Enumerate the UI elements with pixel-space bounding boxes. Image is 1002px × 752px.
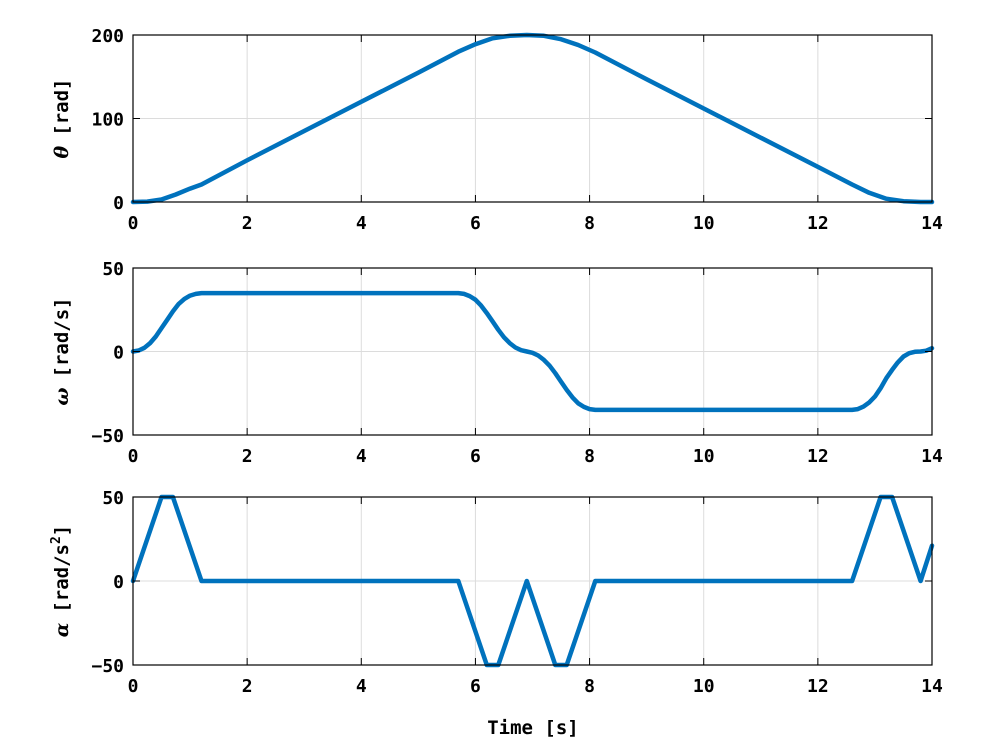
alpha-y-symbol: α xyxy=(51,622,73,637)
omega-y-unit: [rad/s] xyxy=(51,297,73,377)
alpha-ytick-label-1: 0 xyxy=(113,572,124,593)
theta-xtick-label-4: 8 xyxy=(584,213,595,234)
omega-ytick-label-2: 50 xyxy=(102,259,124,280)
omega-xtick-label-1: 2 xyxy=(242,446,253,467)
alpha-xtick-label-6: 12 xyxy=(807,676,829,697)
alpha-y-unit-sup: 2 xyxy=(49,536,64,544)
omega-xtick-label-5: 10 xyxy=(693,446,715,467)
alpha-y-unit: [rad/s xyxy=(51,544,73,613)
theta-xtick-label-6: 12 xyxy=(807,213,829,234)
alpha-xtick-label-3: 6 xyxy=(470,676,481,697)
alpha-ytick-label-2: 50 xyxy=(102,488,124,509)
theta-y-unit: [rad] xyxy=(51,79,73,136)
omega-y-axis-label: ω [rad/s] xyxy=(51,297,73,405)
omega-xtick-label-2: 4 xyxy=(356,446,367,467)
omega-xtick-label-4: 8 xyxy=(584,446,595,467)
theta-y-axis-label: θ [rad] xyxy=(51,79,73,159)
theta-ytick-label-1: 100 xyxy=(91,110,124,131)
theta-xtick-label-2: 4 xyxy=(356,213,367,234)
alpha-xtick-label-1: 2 xyxy=(242,676,253,697)
theta-panel: 0 2 4 6 8 10 12 14 0 100 200 θ [rad] xyxy=(51,26,943,234)
alpha-xtick-label-5: 10 xyxy=(693,676,715,697)
omega-ytick-label-1: 0 xyxy=(113,343,124,364)
theta-ytick-label-0: 0 xyxy=(113,193,124,214)
omega-series-line xyxy=(130,290,935,413)
alpha-ytick-label-0: −50 xyxy=(91,656,124,677)
theta-xtick-label-7: 14 xyxy=(921,213,943,234)
theta-xtick-label-3: 6 xyxy=(470,213,481,234)
alpha-xtick-label-7: 14 xyxy=(921,676,943,697)
alpha-y-axis-label: α [rad/s2] xyxy=(49,525,73,638)
omega-ytick-label-0: −50 xyxy=(91,426,124,447)
omega-xtick-label-3: 6 xyxy=(470,446,481,467)
theta-xtick-label-0: 0 xyxy=(128,213,139,234)
theta-y-symbol: θ xyxy=(51,145,73,158)
omega-xtick-label-7: 14 xyxy=(921,446,943,467)
theta-ytick-label-2: 200 xyxy=(91,26,124,47)
theta-xtick-label-5: 10 xyxy=(693,213,715,234)
omega-xtick-label-6: 12 xyxy=(807,446,829,467)
x-axis-label: Time [s] xyxy=(487,717,579,739)
theta-xtick-label-1: 2 xyxy=(242,213,253,234)
alpha-xtick-label-0: 0 xyxy=(128,676,139,697)
alpha-y-unit-close: ] xyxy=(51,525,73,536)
alpha-xtick-label-4: 8 xyxy=(584,676,595,697)
omega-xtick-label-0: 0 xyxy=(128,446,139,467)
alpha-xtick-label-2: 4 xyxy=(356,676,367,697)
omega-y-symbol: ω xyxy=(51,387,73,405)
